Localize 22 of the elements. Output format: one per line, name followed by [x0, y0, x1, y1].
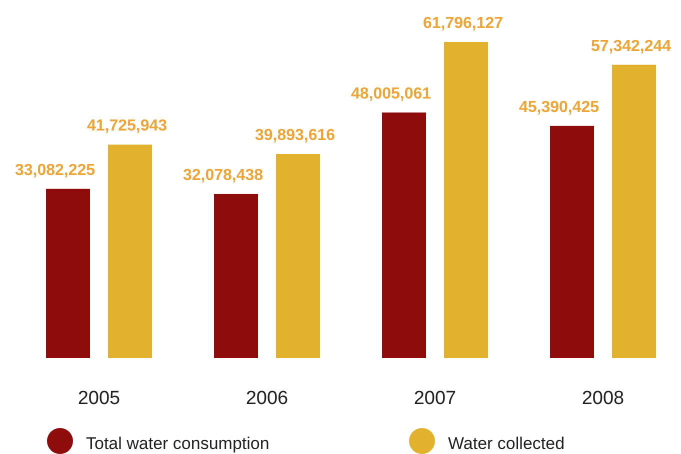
bar [46, 188, 90, 358]
x-tick-label: 2005 [78, 388, 120, 409]
bar [108, 144, 152, 358]
data-label: 39,893,616 [254, 127, 336, 144]
data-label: 61,796,127 [422, 15, 504, 32]
bar [550, 126, 594, 358]
bar [214, 194, 258, 358]
bar [612, 64, 656, 358]
data-label: 45,390,425 [518, 98, 600, 116]
legend-label: Total water consumption [86, 434, 270, 453]
bar [444, 42, 488, 358]
data-label: 48,005,061 [350, 86, 432, 103]
x-tick-label: 2006 [246, 388, 288, 409]
data-label: 57,342,244 [590, 38, 672, 55]
x-tick-label: 2008 [582, 388, 624, 409]
data-label: 32,078,438 [182, 166, 264, 184]
data-label: 41,725,943 [86, 118, 168, 135]
bar [276, 154, 320, 358]
bar [382, 112, 426, 358]
legend-label: Water collected [448, 434, 565, 453]
data-label: 33,082,225 [14, 162, 96, 179]
x-tick-label: 2007 [414, 388, 456, 409]
